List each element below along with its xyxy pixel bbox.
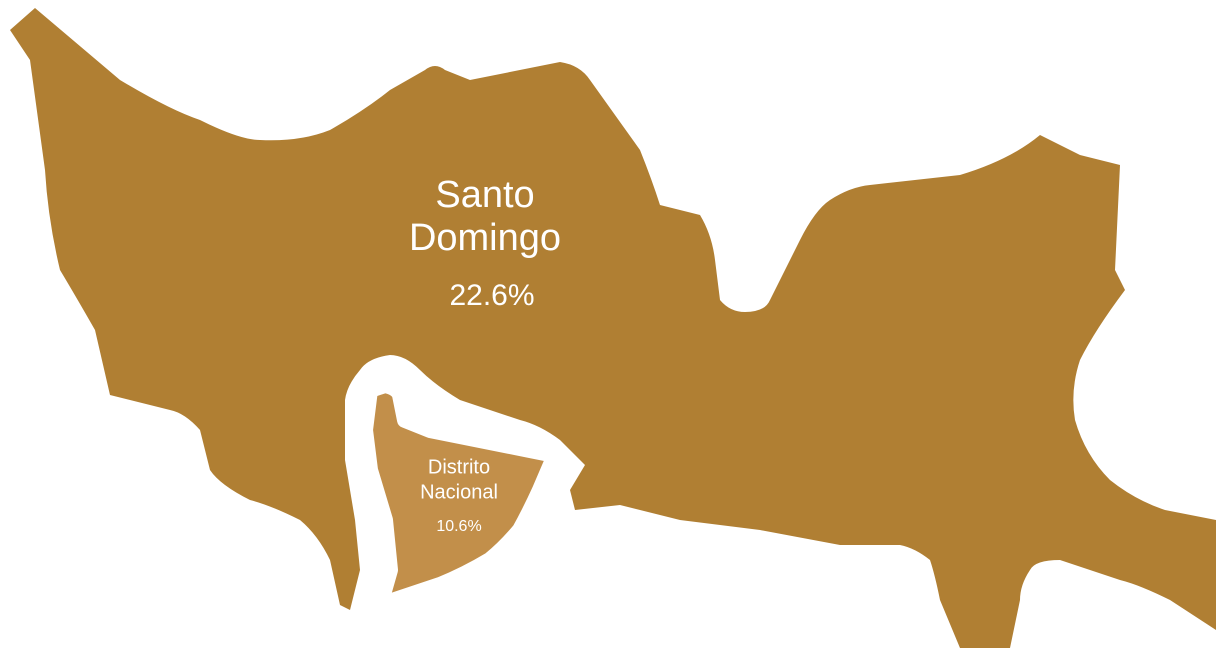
region-name: Nacional — [420, 481, 498, 503]
region-santo-domingo — [10, 8, 1216, 648]
region-name: Domingo — [409, 217, 561, 259]
region-distrito-nacional — [357, 377, 563, 613]
region-share: 10.6% — [436, 518, 481, 535]
region-name: Distrito — [428, 456, 490, 478]
region-share: 22.6% — [449, 279, 534, 312]
region-name: Santo — [435, 174, 534, 216]
